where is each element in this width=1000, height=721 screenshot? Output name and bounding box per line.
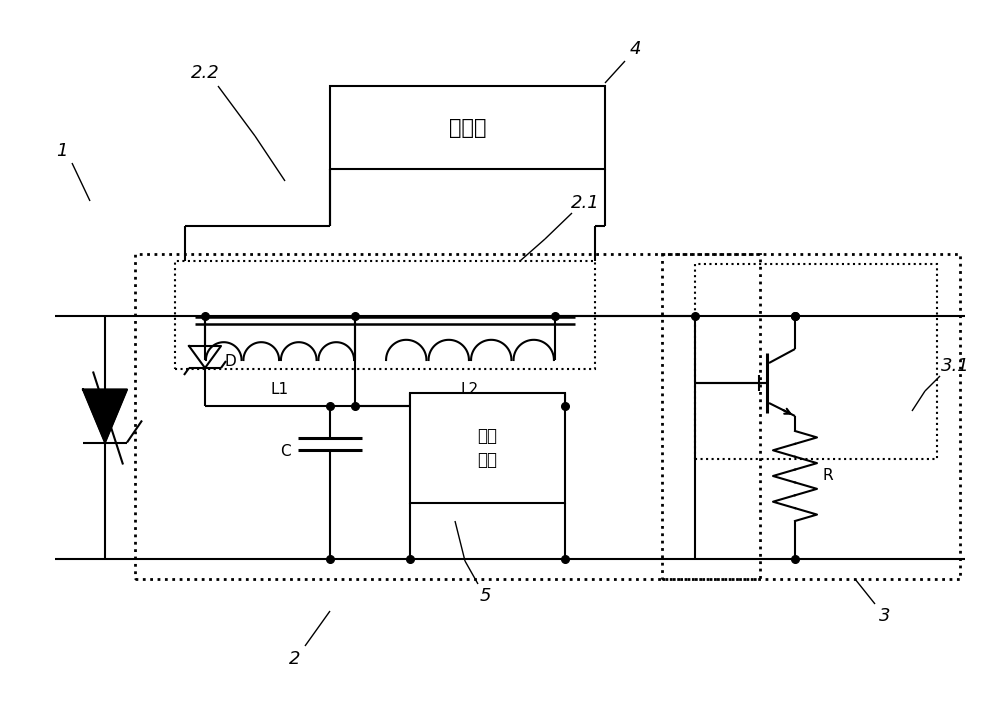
Text: 1: 1 [56, 142, 68, 160]
Text: 控制器: 控制器 [449, 118, 486, 138]
Text: 3: 3 [879, 607, 891, 625]
Text: 4: 4 [629, 40, 641, 58]
Bar [330, 86, 605, 169]
Polygon shape [83, 389, 127, 443]
Text: R: R [823, 469, 834, 484]
Text: 3.1: 3.1 [941, 357, 969, 375]
Bar [410, 393, 565, 503]
Text: L1: L1 [271, 383, 289, 397]
Bar [662, 254, 960, 579]
Bar [135, 254, 760, 579]
Bar [175, 261, 595, 369]
Text: C: C [280, 445, 290, 459]
Bar [695, 264, 937, 459]
Text: D: D [225, 355, 237, 369]
Text: 2.1: 2.1 [571, 194, 599, 212]
Text: L2: L2 [461, 383, 479, 397]
Text: 5: 5 [479, 587, 491, 605]
Text: 辅助
电源: 辅助 电源 [478, 428, 498, 469]
Text: 2.2: 2.2 [191, 64, 219, 82]
Text: 2: 2 [289, 650, 301, 668]
